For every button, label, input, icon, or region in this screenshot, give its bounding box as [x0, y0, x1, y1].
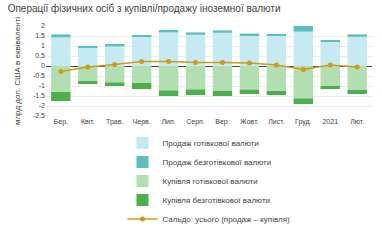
svg-text:Груд.: Груд.	[295, 118, 312, 126]
svg-text:-2.5: -2.5	[33, 112, 45, 119]
svg-text:Купівля безготівкової валюти: Купівля безготівкової валюти	[163, 196, 271, 205]
svg-text:-2: -2	[39, 102, 45, 109]
svg-text:Продаж безготівкової валюти: Продаж безготівкової валюти	[163, 158, 272, 167]
svg-text:0.5: 0.5	[35, 52, 45, 59]
svg-text:1.5: 1.5	[35, 32, 45, 39]
svg-text:Бер.: Бер.	[54, 118, 68, 126]
svg-text:Лют.: Лют.	[350, 118, 364, 125]
svg-text:Серп.: Серп.	[186, 118, 205, 126]
svg-text:0: 0	[41, 62, 45, 69]
svg-text:-0.5: -0.5	[33, 72, 45, 79]
svg-text:Жовт.: Жовт.	[240, 118, 258, 125]
svg-text:-1: -1	[39, 82, 45, 89]
svg-text:Квіт.: Квіт.	[81, 118, 95, 125]
svg-text:Лист.: Лист.	[268, 118, 284, 125]
svg-text:-1.5: -1.5	[33, 92, 45, 99]
svg-text:Вер.: Вер.	[215, 118, 229, 126]
svg-text:2: 2	[41, 22, 45, 29]
svg-text:Купівля готівкової валюти: Купівля готівкової валюти	[163, 177, 258, 186]
svg-text:Трав.: Трав.	[106, 118, 123, 126]
svg-text:Продаж готівкової валюти: Продаж готівкової валюти	[163, 139, 259, 148]
svg-text:Лип.: Лип.	[161, 118, 175, 125]
svg-text:1: 1	[41, 42, 45, 49]
svg-text:млрд дол. США в еквіваленті: млрд дол. США в еквіваленті	[13, 17, 22, 125]
svg-text:Операції фізичних осіб з купів: Операції фізичних осіб з купівлі/продажу…	[8, 3, 281, 14]
svg-text:Сальдо: усього (продаж – купів: Сальдо: усього (продаж – купівля)	[163, 215, 291, 224]
svg-text:Черв.: Черв.	[133, 118, 151, 126]
svg-text:2021: 2021	[322, 118, 338, 125]
